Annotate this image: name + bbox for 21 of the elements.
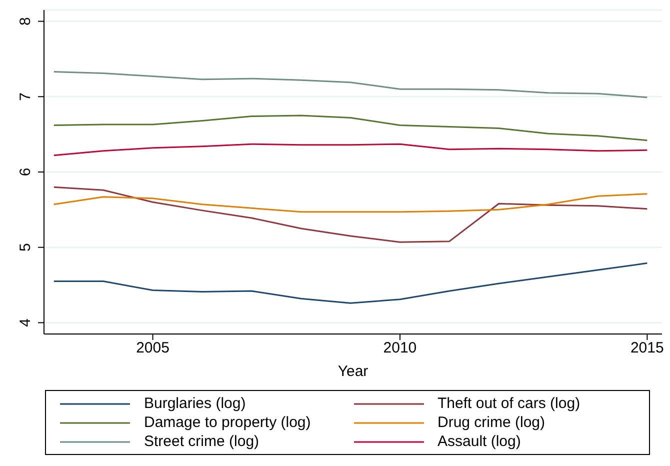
line-series	[53, 193, 648, 213]
y-tick-label: 4	[17, 318, 34, 327]
x-tick-label: 2005	[136, 340, 170, 357]
x-tick-label: 2015	[630, 340, 664, 357]
legend-label: Burglaries (log)	[144, 395, 246, 412]
line-series	[53, 114, 648, 142]
y-tick-label: 5	[17, 243, 34, 252]
line-series	[53, 262, 648, 304]
legend-label: Drug crime (log)	[438, 414, 546, 431]
y-tick-label: 7	[17, 92, 34, 101]
legend-label: Street crime (log)	[144, 433, 260, 450]
x-axis-title: Year	[338, 363, 368, 380]
x-tick-label: 2010	[383, 340, 417, 357]
line-series	[53, 143, 648, 156]
y-tick-label: 6	[17, 168, 34, 176]
legend-label: Theft out of cars (log)	[438, 395, 580, 412]
legend-label: Damage to property (log)	[144, 414, 311, 431]
legend-label: Assault (log)	[438, 433, 521, 450]
y-tick-label: 8	[17, 17, 34, 26]
line-series	[53, 71, 648, 98]
line-series	[53, 186, 648, 243]
